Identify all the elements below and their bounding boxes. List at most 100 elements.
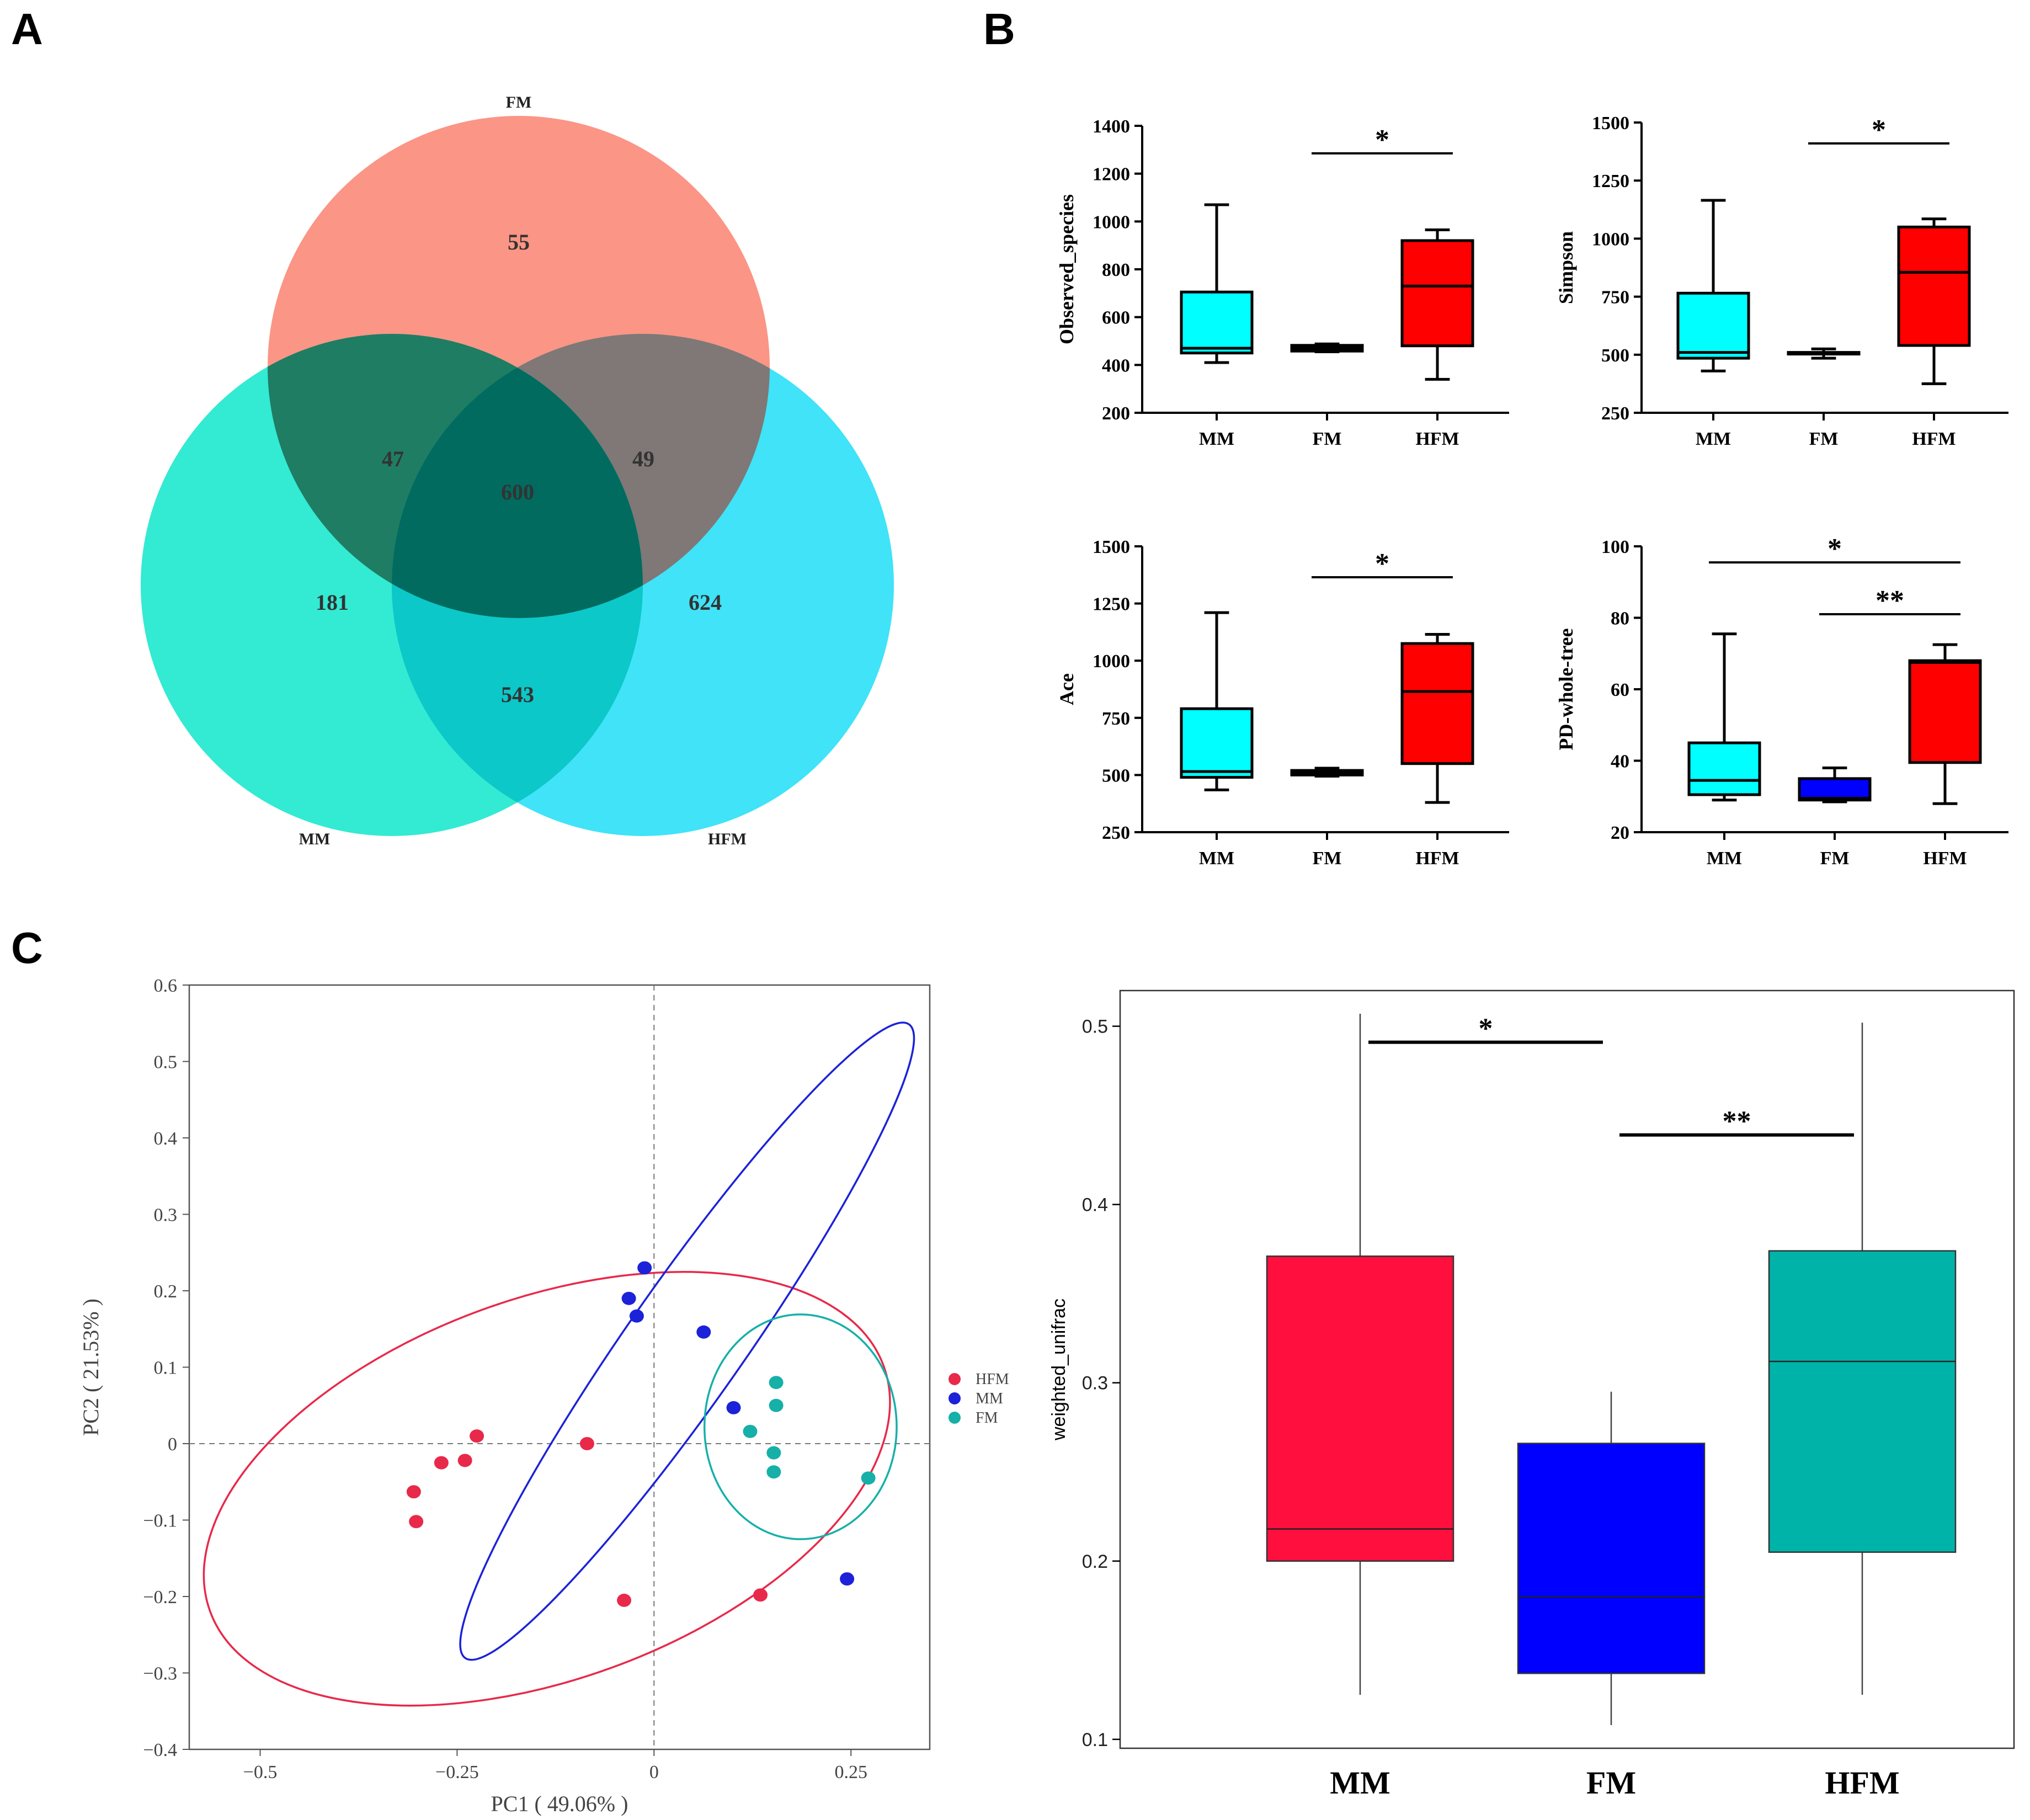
x-tick-label-2: 0 xyxy=(649,1762,659,1782)
legend-marker-fm xyxy=(949,1412,961,1424)
y-tick-label-0: 250 xyxy=(1601,403,1629,424)
x-label-mm: MM xyxy=(1199,429,1234,449)
y-tick-label-1: 40 xyxy=(1611,752,1629,772)
point-mm-0 xyxy=(637,1261,652,1275)
box-mm xyxy=(1676,291,1750,360)
box-fm xyxy=(1517,1443,1706,1674)
box-mm xyxy=(1180,290,1254,355)
y-tick-label-0: 20 xyxy=(1611,823,1629,843)
point-fm-4 xyxy=(766,1465,781,1479)
y-tick-label-5: 1500 xyxy=(1592,113,1629,134)
y-tick-label-4: 0.5 xyxy=(1082,1017,1108,1037)
point-hfm-6 xyxy=(617,1593,632,1607)
box-hfm xyxy=(1908,659,1982,764)
chart-ace: 250 500 750 1000 1250 1500 MM FM HFM Ace * xyxy=(1056,537,1509,869)
y-tick-label-4: 1000 xyxy=(1093,212,1130,232)
y-tick-label-2: 750 xyxy=(1102,709,1130,729)
y-tick-label-3: 80 xyxy=(1611,609,1629,629)
y-tick-label-1: 0.2 xyxy=(1082,1551,1108,1572)
y-tick-label-10: 0.6 xyxy=(154,976,178,996)
venn-count-fm-only: 55 xyxy=(508,230,530,254)
point-hfm-5 xyxy=(579,1437,594,1450)
box-mm xyxy=(1687,741,1761,796)
y-tick-label-3: 1000 xyxy=(1093,651,1130,672)
venn-count-hfm-only: 624 xyxy=(689,590,722,615)
x-label-fm: FM xyxy=(1586,1765,1636,1801)
point-hfm-0 xyxy=(406,1485,421,1499)
x-label-fm: FM xyxy=(1313,429,1342,449)
venn-overlap-all xyxy=(392,334,643,618)
point-hfm-2 xyxy=(434,1456,449,1470)
x-tick-label-3: 0.25 xyxy=(834,1762,867,1782)
y-tick-label-1: 400 xyxy=(1102,355,1130,376)
x-label-mm: MM xyxy=(1330,1765,1390,1801)
venn-count-fm-mm: 47 xyxy=(382,446,404,471)
y-axis-title: PD-whole-tree xyxy=(1555,628,1577,750)
y-tick-label-4: 100 xyxy=(1601,537,1629,557)
box-fm xyxy=(1798,777,1872,802)
box-mm xyxy=(1266,1255,1454,1562)
venn-count-all: 600 xyxy=(501,480,534,504)
x-label-hfm: HFM xyxy=(1923,848,1967,869)
y-tick-label-2: −0.2 xyxy=(143,1587,177,1608)
box-mm xyxy=(1180,707,1254,779)
significance-label-0: * xyxy=(1827,533,1842,565)
venn-count-mm-only: 181 xyxy=(316,590,349,615)
x-tick-label-1: −0.25 xyxy=(435,1762,479,1782)
y-tick-label-2: 60 xyxy=(1611,680,1629,700)
y-tick-label-3: 0.4 xyxy=(1082,1195,1108,1216)
y-tick-label-0: 250 xyxy=(1102,823,1130,843)
y-tick-label-2: 600 xyxy=(1102,308,1130,328)
significance-label-0: * xyxy=(1479,1013,1493,1045)
venn-count-fm-hfm: 49 xyxy=(632,446,654,471)
y-tick-label-0: 0.1 xyxy=(1082,1729,1108,1750)
x-label-hfm: HFM xyxy=(1825,1765,1899,1801)
y-tick-label-7: 0.3 xyxy=(154,1205,178,1226)
y-axis-title: weighted_unifrac xyxy=(1048,1299,1069,1441)
point-fm-1 xyxy=(769,1398,784,1412)
x-label-fm: FM xyxy=(1820,848,1850,869)
y-tick-label-6: 0.2 xyxy=(154,1281,178,1302)
point-hfm-7 xyxy=(753,1588,768,1602)
panel-label-b: B xyxy=(983,4,1015,54)
y-tick-label-5: 0.1 xyxy=(154,1358,178,1379)
y-tick-label-4: 1250 xyxy=(1093,594,1130,615)
chart-pcoa: −0.5 −0.25 0 0.25 −0.4 −0.3 −0.2 −0.1 0 0.1 0.2 0.3… xyxy=(78,976,1009,1816)
x-label-hfm: HFM xyxy=(1415,429,1459,449)
y-tick-label-6: 1400 xyxy=(1093,116,1130,137)
y-axis-title: Observed_species xyxy=(1056,194,1078,344)
y-tick-label-5: 1500 xyxy=(1093,537,1130,557)
y-tick-label-3: −0.1 xyxy=(143,1511,177,1531)
ellipse-fm xyxy=(703,1313,898,1540)
point-hfm-1 xyxy=(409,1515,424,1529)
y-axis-title: PC2 ( 21.53% ) xyxy=(78,1299,103,1436)
legend-label-fm: FM xyxy=(976,1409,998,1427)
plot-frame xyxy=(1119,989,2015,1749)
y-tick-label-0: 200 xyxy=(1102,403,1130,424)
point-fm-5 xyxy=(861,1471,876,1485)
y-tick-label-1: 500 xyxy=(1601,345,1629,366)
point-mm-1 xyxy=(621,1291,636,1305)
y-tick-label-4: 0 xyxy=(168,1434,177,1455)
venn-count-mm-hfm: 543 xyxy=(501,682,534,707)
venn-diagram: 55 181 624 47 49 600 543 FM MM HFM xyxy=(141,93,894,848)
y-tick-label-2: 750 xyxy=(1601,288,1629,308)
point-fm-2 xyxy=(743,1424,758,1438)
y-tick-label-1: −0.3 xyxy=(143,1664,177,1684)
panel-label-a: A xyxy=(11,4,43,54)
y-tick-label-9: 0.5 xyxy=(154,1052,178,1073)
box-hfm xyxy=(1400,239,1474,348)
point-mm-2 xyxy=(629,1309,644,1323)
y-axis-title: Simpson xyxy=(1555,231,1577,304)
y-tick-label-1: 500 xyxy=(1102,765,1130,786)
y-tick-label-3: 1000 xyxy=(1592,229,1629,249)
box-hfm xyxy=(1897,225,1971,347)
x-tick-label-0: −0.5 xyxy=(243,1762,278,1782)
panel-label-c: C xyxy=(11,923,43,972)
legend-marker-hfm xyxy=(949,1373,961,1385)
legend-marker-mm xyxy=(949,1392,961,1404)
chart-simpson: 250 500 750 1000 1250 1500 MM FM HFM Simpson * xyxy=(1555,113,2008,449)
box-hfm xyxy=(1768,1250,1957,1553)
